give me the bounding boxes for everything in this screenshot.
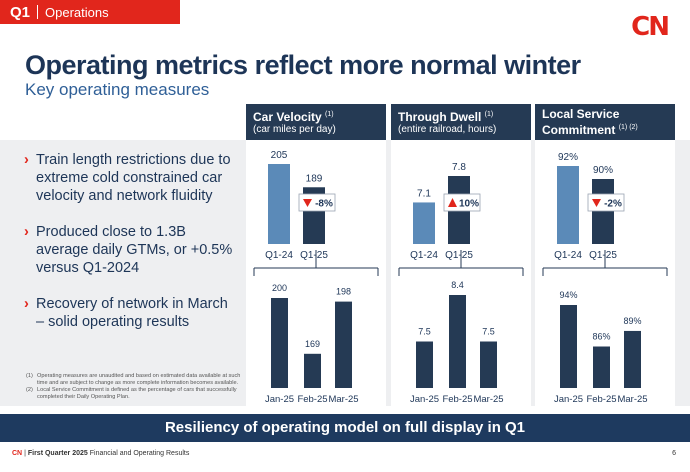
chart-header-local-service: Local Service Commitment (1) (2)	[535, 104, 675, 140]
quarter-value-label: 7.8	[452, 162, 466, 173]
month-value-label: 198	[336, 287, 351, 297]
month-value-label: 8.4	[451, 280, 464, 290]
quarter-tick-label: Q1-24	[265, 250, 293, 261]
triangle-up-icon	[448, 198, 457, 207]
quarter-tick-label: Q1-25	[445, 250, 473, 261]
chevron-right-icon: ›	[24, 296, 29, 312]
bullet-item: › Produced close to 1.3B average daily GT…	[24, 224, 233, 276]
month-bar	[449, 295, 466, 388]
month-tick-label: Jan-25	[410, 394, 439, 405]
quarter-value-label: 90%	[593, 165, 613, 176]
chevron-right-icon: ›	[24, 224, 29, 240]
month-value-label: 7.5	[418, 327, 431, 337]
month-value-label: 94%	[559, 290, 577, 300]
month-bar	[480, 341, 497, 388]
chart-title-note: (1)	[325, 111, 334, 118]
month-tick-label: Feb-25	[297, 394, 327, 405]
footer-rest: Financial and Operating Results	[89, 450, 190, 457]
chart-subtitle: (car miles per day)	[253, 124, 336, 135]
month-bar	[416, 341, 433, 388]
bullet-item: › Train length restrictions due to extrem…	[24, 152, 231, 204]
chart-panel-local-service: 92% Q1-24 90% Q1-25 -2% 94% Jan-25 86% Feb-25 89%…	[535, 140, 675, 406]
bullet-item: › Recovery of network in March – solid op…	[24, 296, 228, 330]
chart-title-note: (1) (2)	[618, 124, 638, 131]
page-number: 6	[672, 450, 676, 457]
quarter-bar	[592, 179, 614, 244]
footnote: (1) Operating measures are unaudited and …	[26, 373, 241, 386]
month-value-label: 89%	[623, 316, 641, 326]
change-value: 10%	[459, 199, 479, 210]
month-bar	[624, 330, 641, 388]
change-badge	[298, 193, 336, 212]
change-value: -8%	[315, 199, 333, 210]
chart-header-through-dwell: Through Dwell (1) (entire railroad, hour…	[391, 104, 531, 140]
month-value-label: 169	[305, 339, 320, 349]
month-tick-label: Feb-25	[586, 394, 616, 405]
chart-title-note: (1)	[484, 111, 494, 118]
month-tick-label: Jan-25	[554, 394, 583, 405]
chart-title: Through Dwell	[398, 110, 482, 124]
quarter-tick-label: Q1-24	[410, 250, 438, 261]
month-value-label: 86%	[592, 332, 610, 342]
month-bar	[560, 305, 577, 388]
triangle-down-icon	[592, 199, 601, 207]
chart-svg-car-velocity: 205 Q1-24 189 Q1-25 -8% 200 Jan-25 169 Feb-25 198…	[253, 150, 379, 405]
quarter-value-label: 205	[271, 150, 288, 161]
month-value-label: 200	[272, 283, 287, 293]
month-tick-label: Jan-25	[265, 394, 294, 405]
section-tag: Q1 Operations	[0, 0, 180, 24]
quarter-tick-label: Q1-24	[554, 250, 582, 261]
chart-title: Car Velocity	[253, 110, 322, 124]
month-tick-label: Feb-25	[442, 394, 472, 405]
month-tick-label: Mar-25	[617, 394, 647, 405]
quarter-bar	[268, 164, 290, 244]
chart-subtitle: (entire railroad, hours)	[398, 124, 497, 135]
chart-panel-through-dwell: 7.1 Q1-24 7.8 Q1-25 10% 7.5 Jan-25 8.4 Feb-25 7.5…	[391, 140, 531, 406]
month-tick-label: Mar-25	[328, 394, 358, 405]
section-label: Operations	[45, 4, 109, 20]
month-bar	[593, 346, 610, 388]
footer-period: First Quarter 2025	[27, 450, 88, 457]
quarter-value-label: 189	[306, 173, 323, 184]
triangle-down-icon	[303, 199, 312, 207]
chart-header-car-velocity: Car Velocity (1) (car miles per day)	[246, 104, 386, 140]
change-value: -2%	[604, 199, 622, 210]
quarter-bar	[557, 166, 579, 244]
footnotes: (1) Operating measures are unaudited and …	[26, 373, 241, 401]
chevron-right-icon: ›	[24, 152, 29, 168]
month-tick-label: Mar-25	[473, 394, 503, 405]
page-subtitle: Key operating measures	[25, 80, 210, 99]
tag-divider	[37, 5, 39, 19]
month-bar	[335, 301, 352, 388]
footnote: (2) Local Service Commitment is defined a…	[26, 387, 237, 400]
chart-svg-local-service: 92% Q1-24 90% Q1-25 -2% 94% Jan-25 86% Feb-25 89%…	[542, 152, 668, 405]
change-badge	[587, 193, 625, 212]
quarter-value-label: 92%	[558, 152, 578, 163]
quarter-bar	[413, 202, 435, 244]
quarter-label: Q1	[10, 3, 31, 21]
month-value-label: 7.5	[482, 327, 495, 337]
key-message-banner: Resiliency of operating model on full di…	[0, 414, 690, 442]
page-title: Operating metrics reflect more normal wi…	[25, 50, 581, 80]
bullet-list: › Train length restrictions due to extrem…	[24, 151, 234, 349]
month-bar	[304, 353, 321, 388]
quarter-tick-label: Q1-25	[589, 250, 617, 261]
footer: CN | First Quarter 2025 Financial and Op…	[12, 450, 189, 457]
quarter-value-label: 7.1	[417, 188, 431, 199]
chart-svg-through-dwell: 7.1 Q1-24 7.8 Q1-25 10% 7.5 Jan-25 8.4 Feb-25 7.5…	[398, 162, 524, 405]
chart-title: Local Service Commitment	[542, 107, 620, 137]
cn-logo: CN	[631, 12, 670, 42]
footer-cn: CN	[12, 450, 23, 457]
footer-sep: |	[24, 450, 26, 457]
quarter-tick-label: Q1-25	[300, 250, 328, 261]
chart-panel-car-velocity: 205 Q1-24 189 Q1-25 -8% 200 Jan-25 169 Feb-25 198…	[246, 140, 386, 406]
month-bar	[271, 298, 288, 388]
